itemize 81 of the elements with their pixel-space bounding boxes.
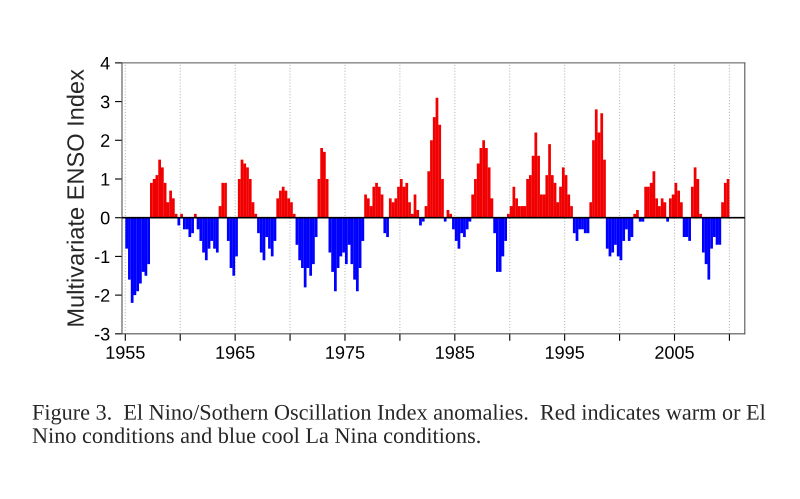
bar bbox=[647, 186, 650, 218]
bar bbox=[688, 218, 691, 241]
bar bbox=[290, 202, 293, 218]
bar bbox=[600, 113, 604, 218]
bar bbox=[144, 218, 148, 276]
bar bbox=[682, 218, 686, 238]
bar bbox=[716, 218, 718, 245]
x-tick-label: 1975 bbox=[326, 346, 364, 359]
bar bbox=[608, 218, 612, 256]
bar bbox=[630, 218, 634, 238]
bar bbox=[463, 218, 466, 238]
bar bbox=[284, 190, 288, 218]
bar bbox=[707, 218, 710, 280]
bar bbox=[526, 179, 529, 218]
bar bbox=[482, 140, 486, 218]
bar bbox=[150, 182, 153, 218]
bar bbox=[562, 167, 565, 218]
bar bbox=[169, 190, 172, 218]
bar bbox=[191, 218, 194, 234]
bar bbox=[372, 186, 376, 218]
bar bbox=[232, 218, 236, 276]
bar bbox=[664, 202, 666, 218]
bar bbox=[309, 218, 312, 276]
bar bbox=[364, 194, 367, 218]
y-tick-label: -3 bbox=[94, 328, 110, 341]
y-axis-title: Multivariate ENSO Index bbox=[66, 69, 84, 326]
bar bbox=[498, 218, 502, 272]
bar bbox=[334, 218, 337, 292]
bar bbox=[644, 186, 648, 218]
bar bbox=[652, 171, 656, 218]
y-tick-label: 1 bbox=[102, 173, 110, 186]
x-tick-label: 1985 bbox=[436, 346, 474, 359]
x-tick-label: 2005 bbox=[655, 346, 694, 359]
bar bbox=[246, 167, 249, 218]
bar bbox=[620, 218, 622, 260]
bar bbox=[279, 190, 282, 218]
y-tick-label: 0 bbox=[100, 212, 110, 224]
bar bbox=[136, 218, 140, 292]
bar bbox=[576, 218, 578, 241]
bar bbox=[282, 186, 285, 218]
y-tick-label: 2 bbox=[101, 134, 110, 147]
y-tick-label: -2 bbox=[94, 289, 110, 302]
bar bbox=[304, 218, 307, 288]
bar bbox=[512, 186, 516, 218]
bar bbox=[204, 218, 208, 260]
bar bbox=[224, 182, 227, 218]
bar bbox=[694, 167, 696, 218]
bar bbox=[446, 210, 450, 218]
bar bbox=[378, 186, 381, 218]
bar bbox=[375, 182, 378, 218]
bar bbox=[262, 218, 266, 260]
bar bbox=[636, 210, 639, 218]
bar bbox=[392, 202, 394, 218]
bar bbox=[436, 98, 438, 218]
bar bbox=[323, 152, 326, 218]
x-tick-label: 1965 bbox=[216, 346, 254, 359]
bar bbox=[130, 218, 134, 303]
bar bbox=[458, 218, 460, 249]
bar bbox=[586, 218, 590, 234]
caption: Figure 3. El Nino/Sothern Oscillation Index anomalies. Red indicates warm or El Nino conditions and blue cool La Nina conditions. bbox=[32, 404, 766, 444]
y-tick-label: 3 bbox=[100, 96, 110, 108]
bar bbox=[158, 160, 161, 218]
x-tick-label: 1995 bbox=[546, 346, 584, 359]
bar bbox=[414, 194, 416, 218]
x-tick-label: 1955 bbox=[106, 346, 145, 359]
bar bbox=[594, 109, 598, 218]
y-tick-label: -1 bbox=[94, 250, 110, 263]
bar bbox=[386, 218, 389, 238]
bar bbox=[726, 179, 730, 218]
bar bbox=[356, 218, 359, 292]
y-tick-label: 4 bbox=[100, 56, 110, 70]
bar bbox=[669, 198, 672, 218]
bar bbox=[534, 132, 538, 218]
bar bbox=[496, 218, 499, 272]
bar bbox=[548, 144, 551, 218]
bar bbox=[240, 160, 244, 218]
bar bbox=[520, 206, 524, 218]
bar bbox=[320, 148, 324, 218]
bar bbox=[581, 218, 584, 230]
bar bbox=[243, 164, 246, 218]
bar bbox=[213, 218, 216, 249]
